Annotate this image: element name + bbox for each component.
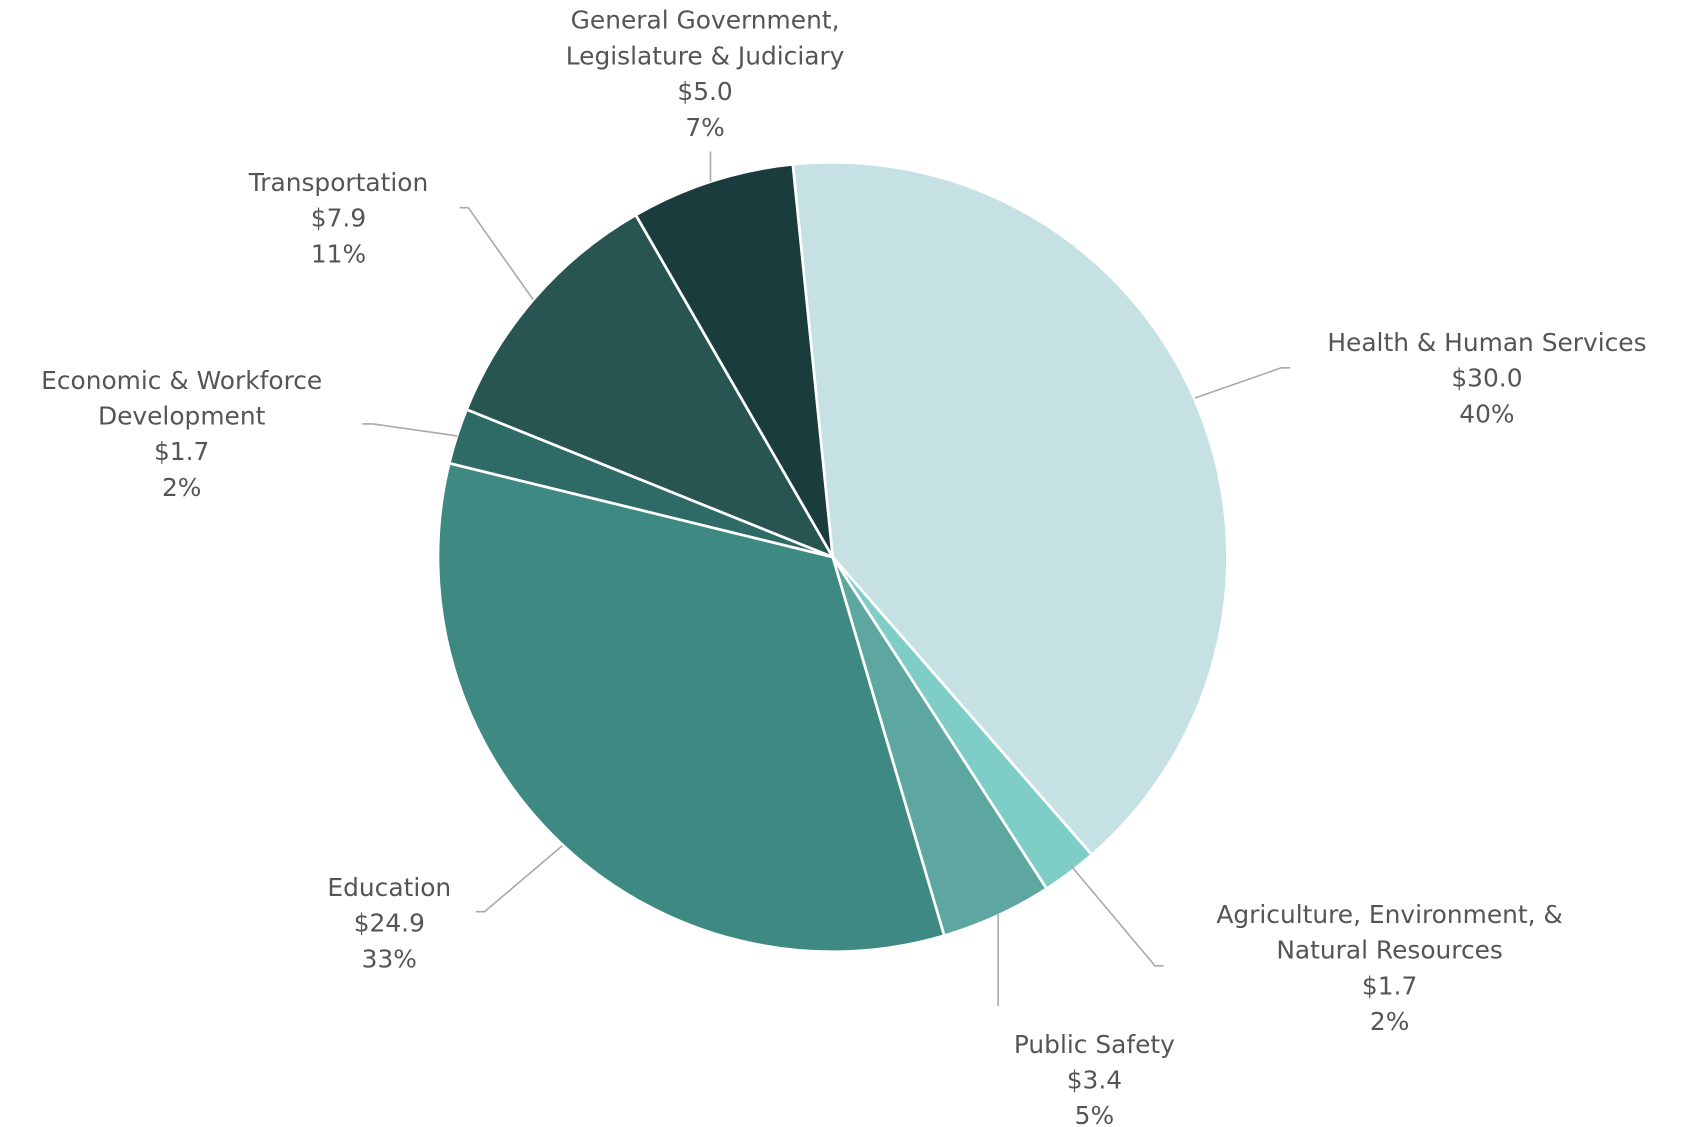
percent-label: 2% bbox=[1370, 1007, 1409, 1036]
value-label: $1.7 bbox=[154, 437, 209, 466]
pie-slice bbox=[633, 162, 835, 558]
value-label: $30.0 bbox=[1451, 364, 1522, 393]
slice-label: Health & Human Services bbox=[1327, 328, 1646, 357]
value-label: $1.7 bbox=[1362, 971, 1417, 1000]
pie-slice bbox=[464, 213, 836, 560]
leader-line bbox=[1194, 366, 1291, 399]
slice-label: Education bbox=[327, 873, 451, 902]
slice-label: Economic & Workforce bbox=[41, 366, 322, 395]
pie-slice bbox=[791, 161, 1229, 857]
value-label: $5.0 bbox=[677, 77, 732, 106]
slice-label: Development bbox=[98, 402, 266, 431]
slice-label: General Government, bbox=[571, 6, 840, 35]
slice-label: Public Safety bbox=[1014, 1030, 1175, 1059]
pie-slice bbox=[436, 461, 946, 954]
percent-label: 40% bbox=[1459, 399, 1514, 428]
value-label: $24.9 bbox=[354, 909, 425, 938]
percent-label: 5% bbox=[1075, 1101, 1114, 1127]
slice-label: Transportation bbox=[248, 168, 429, 197]
leader-line bbox=[1069, 864, 1164, 967]
percent-label: 7% bbox=[685, 113, 724, 142]
percent-label: 33% bbox=[362, 944, 417, 973]
percent-label: 11% bbox=[311, 239, 366, 268]
slice-label: Natural Resources bbox=[1276, 936, 1503, 965]
percent-label: 2% bbox=[162, 473, 201, 502]
value-label: $3.4 bbox=[1067, 1065, 1122, 1094]
slice-label: Agriculture, Environment, & bbox=[1216, 900, 1562, 929]
leader-line bbox=[475, 845, 563, 913]
leader-line bbox=[362, 423, 458, 437]
value-label: $7.9 bbox=[311, 204, 366, 233]
slice-label: Legislature & Judiciary bbox=[566, 41, 845, 70]
leader-line bbox=[459, 206, 534, 301]
